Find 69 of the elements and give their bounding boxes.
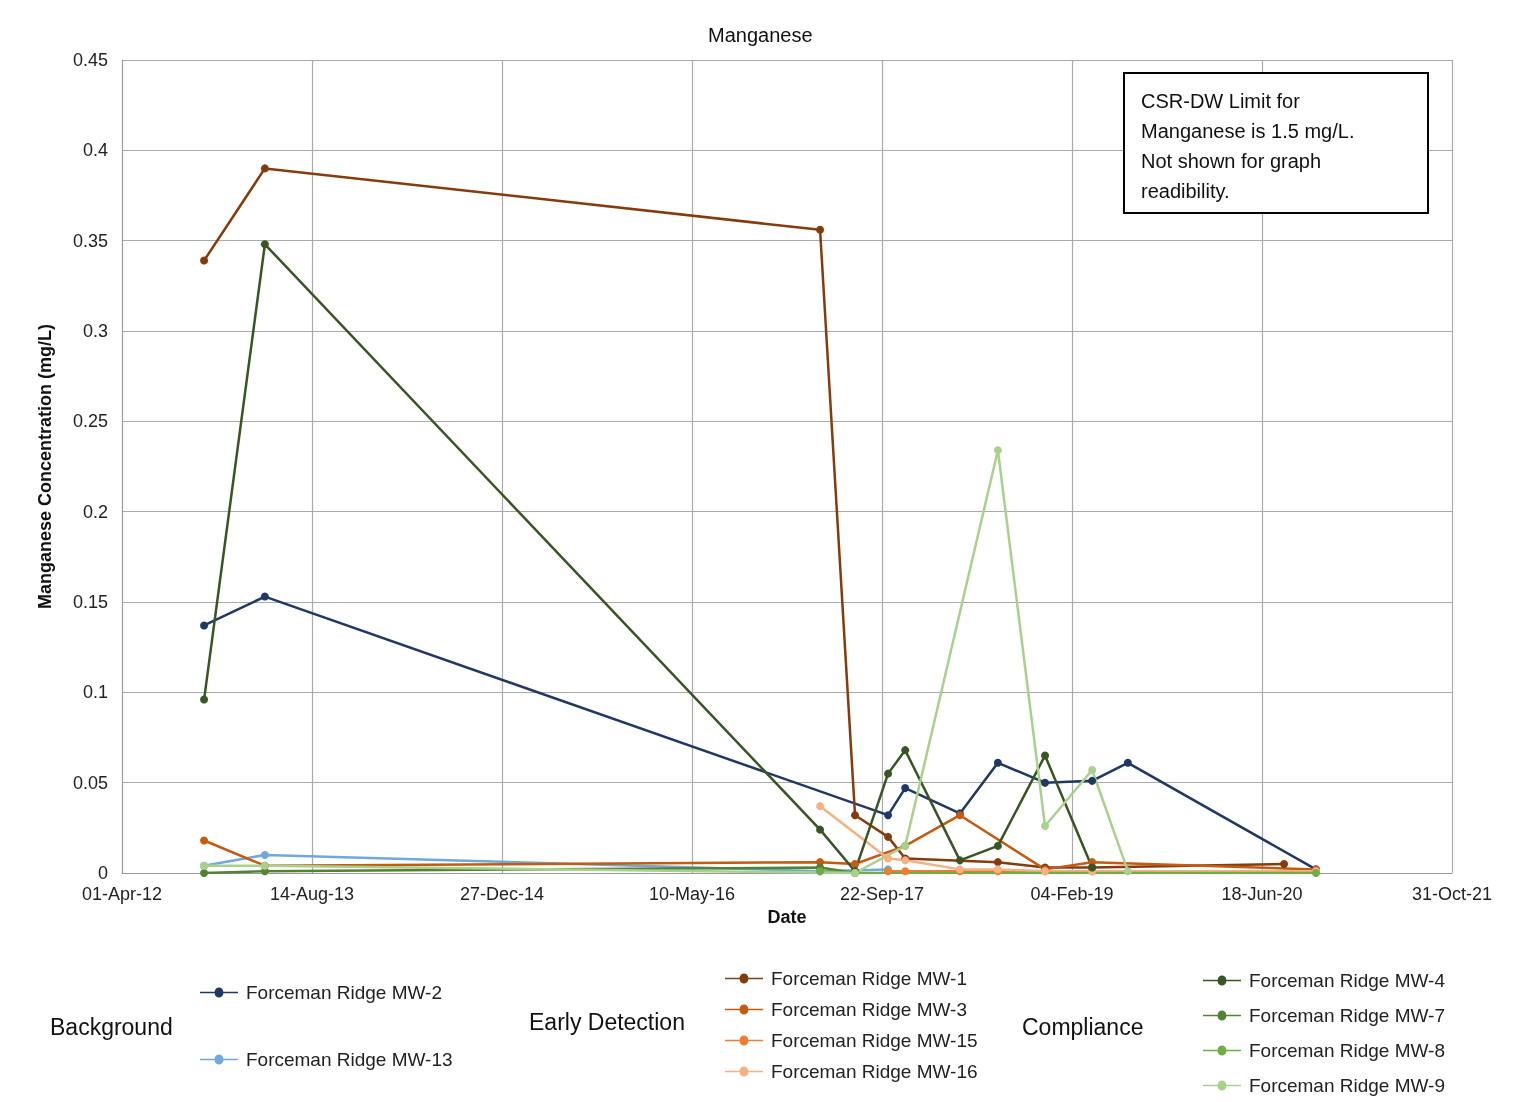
point (955, 856, 964, 865)
x-tick-label: 27-Dec-14 (459, 884, 545, 904)
legend-label: Forceman Ridge MW-13 (245, 1049, 453, 1070)
point (1088, 776, 1097, 785)
y-tick-label: 0.25 (72, 411, 108, 432)
point (901, 784, 910, 793)
legend-label: Forceman Ridge MW-7 (1248, 1005, 1446, 1026)
point (993, 758, 1002, 767)
x-tick-label: 18-Jun-20 (1221, 884, 1303, 904)
legend-label: Forceman Ridge MW-16 (770, 1061, 978, 1082)
legend-label: Forceman Ridge MW-2 (245, 982, 443, 1003)
point (884, 832, 893, 841)
point (260, 164, 269, 173)
y-axis-title: Manganese Concentration (mg/L) (35, 323, 55, 610)
point (200, 695, 209, 704)
point (901, 867, 910, 876)
point (851, 811, 860, 820)
point (884, 854, 893, 863)
point (884, 769, 893, 778)
point (1041, 822, 1050, 831)
point (1123, 867, 1132, 876)
text: Background (50, 1013, 173, 1040)
y-tick-label: 0 (97, 863, 108, 883)
point (200, 869, 209, 877)
legend-label: Forceman Ridge MW-3 (770, 999, 968, 1020)
legend-label: Forceman Ridge MW-8 (1248, 1040, 1446, 1061)
x-tick-label: 22-Sep-17 (839, 884, 925, 904)
legend-label: Forceman Ridge MW-4 (1248, 970, 1446, 991)
text: Early Detection (529, 1008, 685, 1035)
x-tick-label: 14-Aug-13 (269, 884, 355, 904)
y-tick-label: 0.2 (82, 501, 108, 522)
y-tick-label: 0.45 (72, 50, 108, 70)
point (200, 621, 209, 630)
text: Compliance (1022, 1013, 1144, 1040)
x-tick-label: 01-Apr-12 (81, 884, 163, 904)
point (1088, 766, 1097, 775)
point (816, 225, 825, 234)
point (884, 811, 893, 820)
point (1280, 859, 1289, 868)
point (816, 802, 825, 811)
point (816, 825, 825, 834)
y-tick-label: 0.3 (82, 321, 108, 341)
point (260, 592, 269, 601)
x-tick-label: 04-Feb-19 (1030, 884, 1114, 904)
legend-label: Forceman Ridge MW-15 (770, 1030, 978, 1051)
point (993, 841, 1002, 850)
y-tick-label: 0.35 (72, 230, 108, 251)
point (993, 446, 1002, 455)
point (260, 850, 269, 859)
y-tick-label: 0.05 (72, 772, 108, 793)
point (1123, 758, 1132, 767)
point (1041, 751, 1050, 760)
y-tick-label: 0.15 (72, 592, 108, 612)
point (1041, 778, 1050, 787)
note-box: CSR-DW Limit for Manganese is 1.5 mg/L. Not shown for graph readibility. (1123, 72, 1429, 214)
x-tick-label: 31-Oct-21 (1411, 884, 1493, 904)
point (200, 256, 209, 265)
y-tick-label: 0.4 (82, 140, 108, 161)
point (851, 859, 860, 868)
point (993, 858, 1002, 867)
y-tick-label: 0.1 (82, 682, 108, 703)
chart-title: Manganese (708, 24, 813, 46)
x-tick-label: 10-May-16 (648, 884, 736, 904)
legend-label: Forceman Ridge MW-9 (1248, 1075, 1446, 1096)
point (901, 746, 910, 755)
point (260, 240, 269, 249)
point (200, 836, 209, 845)
legend-label: Forceman Ridge MW-1 (770, 968, 968, 989)
x-axis-title: Date (767, 906, 807, 927)
